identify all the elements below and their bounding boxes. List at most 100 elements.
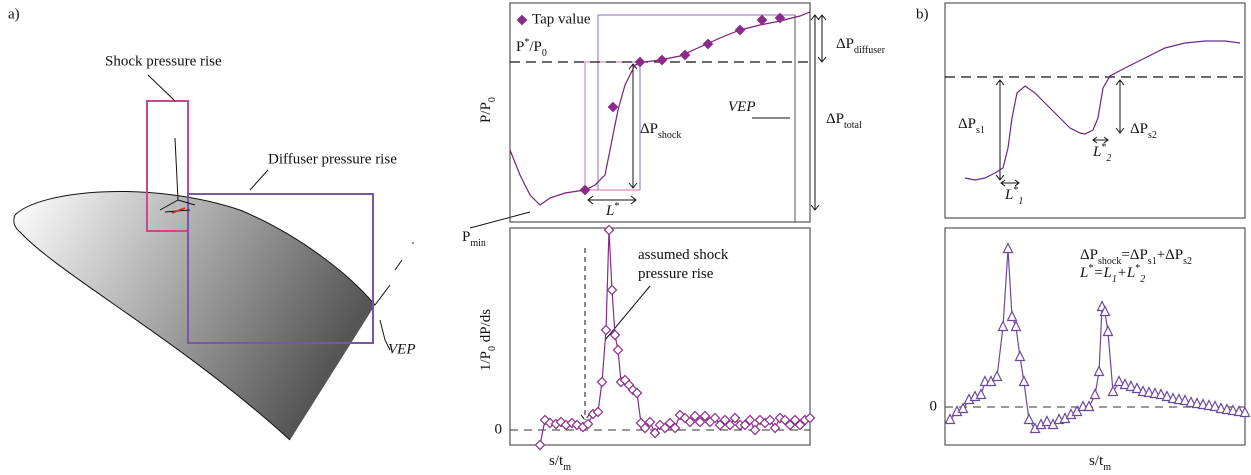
data-point — [764, 414, 776, 426]
annotation: L* — [605, 201, 619, 220]
data-point — [612, 344, 624, 356]
plot-frame — [509, 2, 811, 223]
annotation-lines — [469, 14, 1125, 421]
data-point — [1113, 375, 1125, 387]
data-point — [739, 419, 751, 431]
data-point — [774, 12, 786, 24]
annotation-part: 0 — [542, 48, 547, 59]
diagram-label: VEP — [388, 341, 416, 357]
annotation-part: +ΔP — [1157, 247, 1183, 263]
data-point — [1125, 380, 1137, 392]
annotation: ΔPdiffuser — [836, 36, 886, 55]
data-point — [1227, 404, 1239, 416]
plot-frame — [944, 2, 1246, 219]
annotation-part: * — [1013, 185, 1018, 196]
data-point — [1155, 388, 1167, 400]
annotation-part: 1 — [1018, 196, 1023, 207]
x-axis-label-part: s/t — [1089, 453, 1104, 469]
data-point — [689, 410, 701, 422]
annotation: ΔPs1 — [958, 116, 985, 135]
data-point — [1119, 378, 1131, 390]
annotation-part: s1 — [976, 125, 985, 136]
data-point — [957, 402, 969, 414]
data-point — [534, 439, 546, 451]
data-point — [709, 412, 721, 424]
data-point — [596, 376, 608, 388]
data-point — [719, 414, 731, 426]
annotation-part: s2 — [1183, 256, 1192, 267]
data-point — [714, 419, 726, 431]
plot-frame — [509, 227, 811, 446]
data-point — [779, 414, 791, 426]
legend-marker — [516, 14, 528, 26]
data-point — [1209, 400, 1221, 412]
data-point — [729, 412, 741, 424]
data-point — [1221, 403, 1233, 415]
annotation: ΔPshock=ΔPs1+ΔPs2 — [1080, 247, 1192, 266]
annotation-part: assumed shock — [638, 247, 729, 263]
annotation-part: ΔP — [826, 111, 844, 127]
data-point — [756, 14, 768, 26]
airfoil-diagram — [13, 74, 414, 441]
annotation: ΔPshock — [640, 121, 681, 140]
data-point — [694, 416, 706, 428]
annotation: L*=L1+L*2 — [1079, 263, 1145, 285]
annotation: L*2 — [1092, 142, 1111, 164]
data-point — [644, 416, 656, 428]
data-point — [1041, 415, 1053, 427]
data-point — [1102, 325, 1114, 337]
data-point — [606, 284, 618, 296]
annotation-part: 2 — [1106, 153, 1111, 164]
annotation-part: * — [1101, 142, 1106, 153]
x-axis-label-part: m — [563, 462, 571, 473]
panel-label: b) — [916, 6, 929, 22]
x-axis-label: s/tm — [1089, 453, 1111, 472]
data-point — [1185, 396, 1197, 408]
data-point — [769, 422, 781, 434]
annotation: ΔPtotal — [826, 111, 862, 130]
annotation-part: total — [844, 120, 862, 131]
annotation-part: L — [1092, 144, 1101, 160]
annotation-part: ΔP — [836, 36, 854, 52]
data-point — [639, 422, 651, 434]
data-point — [679, 49, 691, 61]
annotation-part: s1 — [1148, 256, 1157, 267]
data-point — [656, 54, 668, 66]
x-axis-label-part: m — [1103, 462, 1111, 473]
annotation: pressure rise — [638, 266, 714, 282]
data-point — [609, 329, 621, 341]
data-point — [1173, 393, 1185, 405]
data-point — [669, 422, 681, 434]
data-point — [804, 412, 816, 424]
diagram-label: Shock pressure rise — [105, 53, 222, 69]
data-point — [944, 413, 956, 425]
annotation-part: pressure rise — [638, 266, 714, 282]
data-point — [1083, 400, 1095, 412]
data-point — [1023, 413, 1035, 425]
annotation-part: VEP — [728, 99, 756, 115]
annotation-part: s2 — [1148, 130, 1157, 141]
annotation: L*1 — [1004, 185, 1023, 207]
annotation: VEP — [728, 99, 756, 115]
annotation-part: 1 — [1112, 274, 1117, 285]
annotation-part: P — [462, 229, 470, 245]
data-point — [699, 410, 711, 422]
annotation-part: =ΔP — [1121, 247, 1147, 263]
data-point — [1149, 387, 1161, 399]
data-line — [964, 40, 1241, 181]
y-axis-label-part: 1/P — [478, 351, 494, 371]
y-axis-label: 1/P0 dP/ds — [478, 309, 497, 371]
annotation-part: /P — [529, 39, 542, 55]
annotation: ΔPs2 — [1130, 121, 1157, 140]
data-point — [702, 38, 714, 50]
data-point — [1018, 375, 1030, 387]
data-point — [789, 414, 801, 426]
data-point — [1203, 399, 1215, 411]
annotation-part: L — [1004, 187, 1013, 203]
data-point — [659, 422, 671, 434]
annotation: assumed shock — [638, 247, 729, 263]
annotation-part: L — [605, 203, 614, 219]
data-point — [592, 406, 604, 418]
data-point — [1197, 398, 1209, 410]
data-point — [1179, 394, 1191, 406]
